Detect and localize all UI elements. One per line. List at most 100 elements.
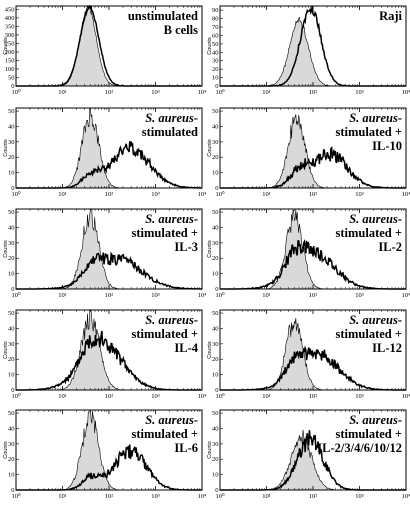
y-tick-label: 0 bbox=[11, 286, 14, 293]
y-axis-label: Counts bbox=[3, 341, 9, 359]
isotype-histogram bbox=[220, 16, 406, 87]
y-tick-label: 10 bbox=[212, 472, 219, 479]
condition-label-line: IL-2/3/4/6/10/12 bbox=[317, 441, 402, 455]
x-tick-label: 10² bbox=[105, 292, 114, 299]
condition-label-line: Raji bbox=[379, 9, 402, 23]
y-axis-label: Counts bbox=[207, 341, 213, 359]
x-tick-label: 10⁰ bbox=[11, 190, 21, 198]
condition-label-line: S. aureus- bbox=[145, 111, 198, 125]
y-tick-label: 50 bbox=[212, 108, 219, 115]
condition-label-line: IL-3 bbox=[174, 240, 198, 254]
y-tick-label: 0 bbox=[11, 387, 14, 394]
y-tick-label: 0 bbox=[215, 487, 218, 494]
y-tick-label: 30 bbox=[8, 240, 15, 247]
x-tick-label: 10¹ bbox=[262, 191, 271, 198]
x-tick-label: 10³ bbox=[355, 393, 364, 400]
x-tick-label: 10¹ bbox=[262, 393, 271, 400]
condition-label: S. aureus-stimulated +IL-2/3/4/6/10/12 bbox=[317, 413, 402, 455]
y-axis-label: Counts bbox=[3, 441, 9, 459]
condition-label-line: S. aureus- bbox=[145, 212, 198, 226]
y-tick-label: 200 bbox=[5, 49, 15, 56]
y-tick-label: 10 bbox=[8, 372, 15, 379]
histogram-panel-6: 10⁰ 10¹ 10² 10³ 10⁴ 0 10 20 30 40 50 Counts S. aureu… bbox=[207, 208, 410, 299]
y-tick-label: 30 bbox=[212, 341, 219, 348]
y-tick-label: 50 bbox=[212, 41, 219, 48]
y-tick-label: 30 bbox=[212, 58, 219, 65]
y-tick-label: 40 bbox=[8, 425, 15, 432]
condition-label-line: IL-12 bbox=[372, 341, 402, 355]
x-tick-label: 10⁰ bbox=[11, 88, 21, 96]
x-tick-label: 10¹ bbox=[58, 89, 67, 96]
y-tick-label: 0 bbox=[215, 387, 218, 394]
y-tick-label: 30 bbox=[212, 441, 219, 448]
y-tick-label: 30 bbox=[8, 139, 15, 146]
y-tick-label: 150 bbox=[5, 57, 15, 64]
condition-label-line: IL-4 bbox=[174, 341, 198, 355]
x-tick-label: 10³ bbox=[151, 89, 160, 96]
condition-label-line: IL-10 bbox=[372, 139, 402, 153]
x-tick-label: 10⁴ bbox=[402, 89, 410, 96]
condition-label: S. aureus-stimulated +IL-3 bbox=[132, 212, 199, 254]
x-tick-label: 10² bbox=[309, 493, 318, 500]
y-tick-label: 0 bbox=[11, 487, 14, 494]
y-tick-label: 20 bbox=[8, 456, 15, 463]
y-tick-label: 30 bbox=[8, 441, 15, 448]
x-tick-label: 10² bbox=[309, 191, 318, 198]
y-tick-label: 90 bbox=[212, 7, 219, 14]
y-tick-label: 0 bbox=[11, 83, 14, 90]
y-tick-label: 40 bbox=[8, 224, 15, 231]
x-tick-label: 10⁴ bbox=[198, 191, 208, 198]
x-tick-label: 10¹ bbox=[58, 493, 67, 500]
y-tick-label: 20 bbox=[8, 255, 15, 262]
condition-label-line: unstimulated bbox=[128, 9, 198, 23]
x-tick-label: 10³ bbox=[151, 191, 160, 198]
histogram-panel-3: 10⁰ 10¹ 10² 10³ 10⁴ 0 10 20 30 40 50 Counts S. aureu… bbox=[3, 107, 208, 198]
x-tick-label: 10⁰ bbox=[215, 291, 225, 299]
condition-label-line: S. aureus- bbox=[349, 413, 402, 427]
x-tick-label: 10⁰ bbox=[215, 392, 225, 400]
x-tick-label: 10² bbox=[309, 393, 318, 400]
x-tick-label: 10⁴ bbox=[198, 292, 208, 299]
y-tick-label: 350 bbox=[5, 23, 15, 30]
condition-label-line: S. aureus- bbox=[145, 413, 198, 427]
x-tick-label: 10⁴ bbox=[198, 89, 208, 96]
condition-label: S. aureus-stimulated +IL-2 bbox=[336, 212, 403, 254]
condition-label: Raji bbox=[379, 9, 402, 23]
x-tick-label: 10⁰ bbox=[11, 392, 21, 400]
condition-label-line: S. aureus- bbox=[349, 313, 402, 327]
y-tick-label: 30 bbox=[212, 139, 219, 146]
y-axis-label: Counts bbox=[3, 240, 9, 258]
x-tick-label: 10⁴ bbox=[198, 493, 208, 500]
stained-histogram bbox=[16, 141, 203, 189]
x-tick-label: 10³ bbox=[355, 89, 364, 96]
y-tick-label: 10 bbox=[8, 271, 15, 278]
y-tick-label: 50 bbox=[8, 310, 15, 317]
y-tick-label: 0 bbox=[215, 83, 218, 90]
y-tick-label: 40 bbox=[212, 425, 219, 432]
y-tick-label: 50 bbox=[8, 108, 15, 115]
x-tick-label: 10⁴ bbox=[402, 493, 410, 500]
condition-label: S. aureus-stimulated +IL-6 bbox=[132, 413, 199, 455]
condition-label-line: B cells bbox=[164, 23, 199, 37]
y-tick-label: 10 bbox=[8, 170, 15, 177]
y-tick-label: 10 bbox=[8, 472, 15, 479]
x-tick-label: 10¹ bbox=[58, 292, 67, 299]
x-tick-label: 10⁰ bbox=[215, 88, 225, 96]
x-tick-label: 10⁰ bbox=[215, 492, 225, 500]
x-tick-label: 10² bbox=[105, 493, 114, 500]
y-tick-label: 20 bbox=[212, 154, 219, 161]
y-tick-label: 40 bbox=[8, 325, 15, 332]
y-tick-label: 40 bbox=[212, 224, 219, 231]
condition-label-line: stimulated + bbox=[132, 226, 199, 240]
y-tick-label: 40 bbox=[212, 49, 219, 56]
histogram-panel-7: 10⁰ 10¹ 10² 10³ 10⁴ 0 10 20 30 40 50 Counts S. aureu… bbox=[3, 309, 207, 400]
condition-label-line: stimulated bbox=[142, 125, 198, 139]
x-tick-label: 10³ bbox=[151, 393, 160, 400]
y-tick-label: 20 bbox=[8, 356, 15, 363]
histogram-panel-5: 10⁰ 10¹ 10² 10³ 10⁴ 0 10 20 30 40 50 Counts S. aureu… bbox=[3, 208, 208, 299]
y-tick-label: 100 bbox=[5, 66, 15, 73]
y-tick-label: 20 bbox=[212, 456, 219, 463]
